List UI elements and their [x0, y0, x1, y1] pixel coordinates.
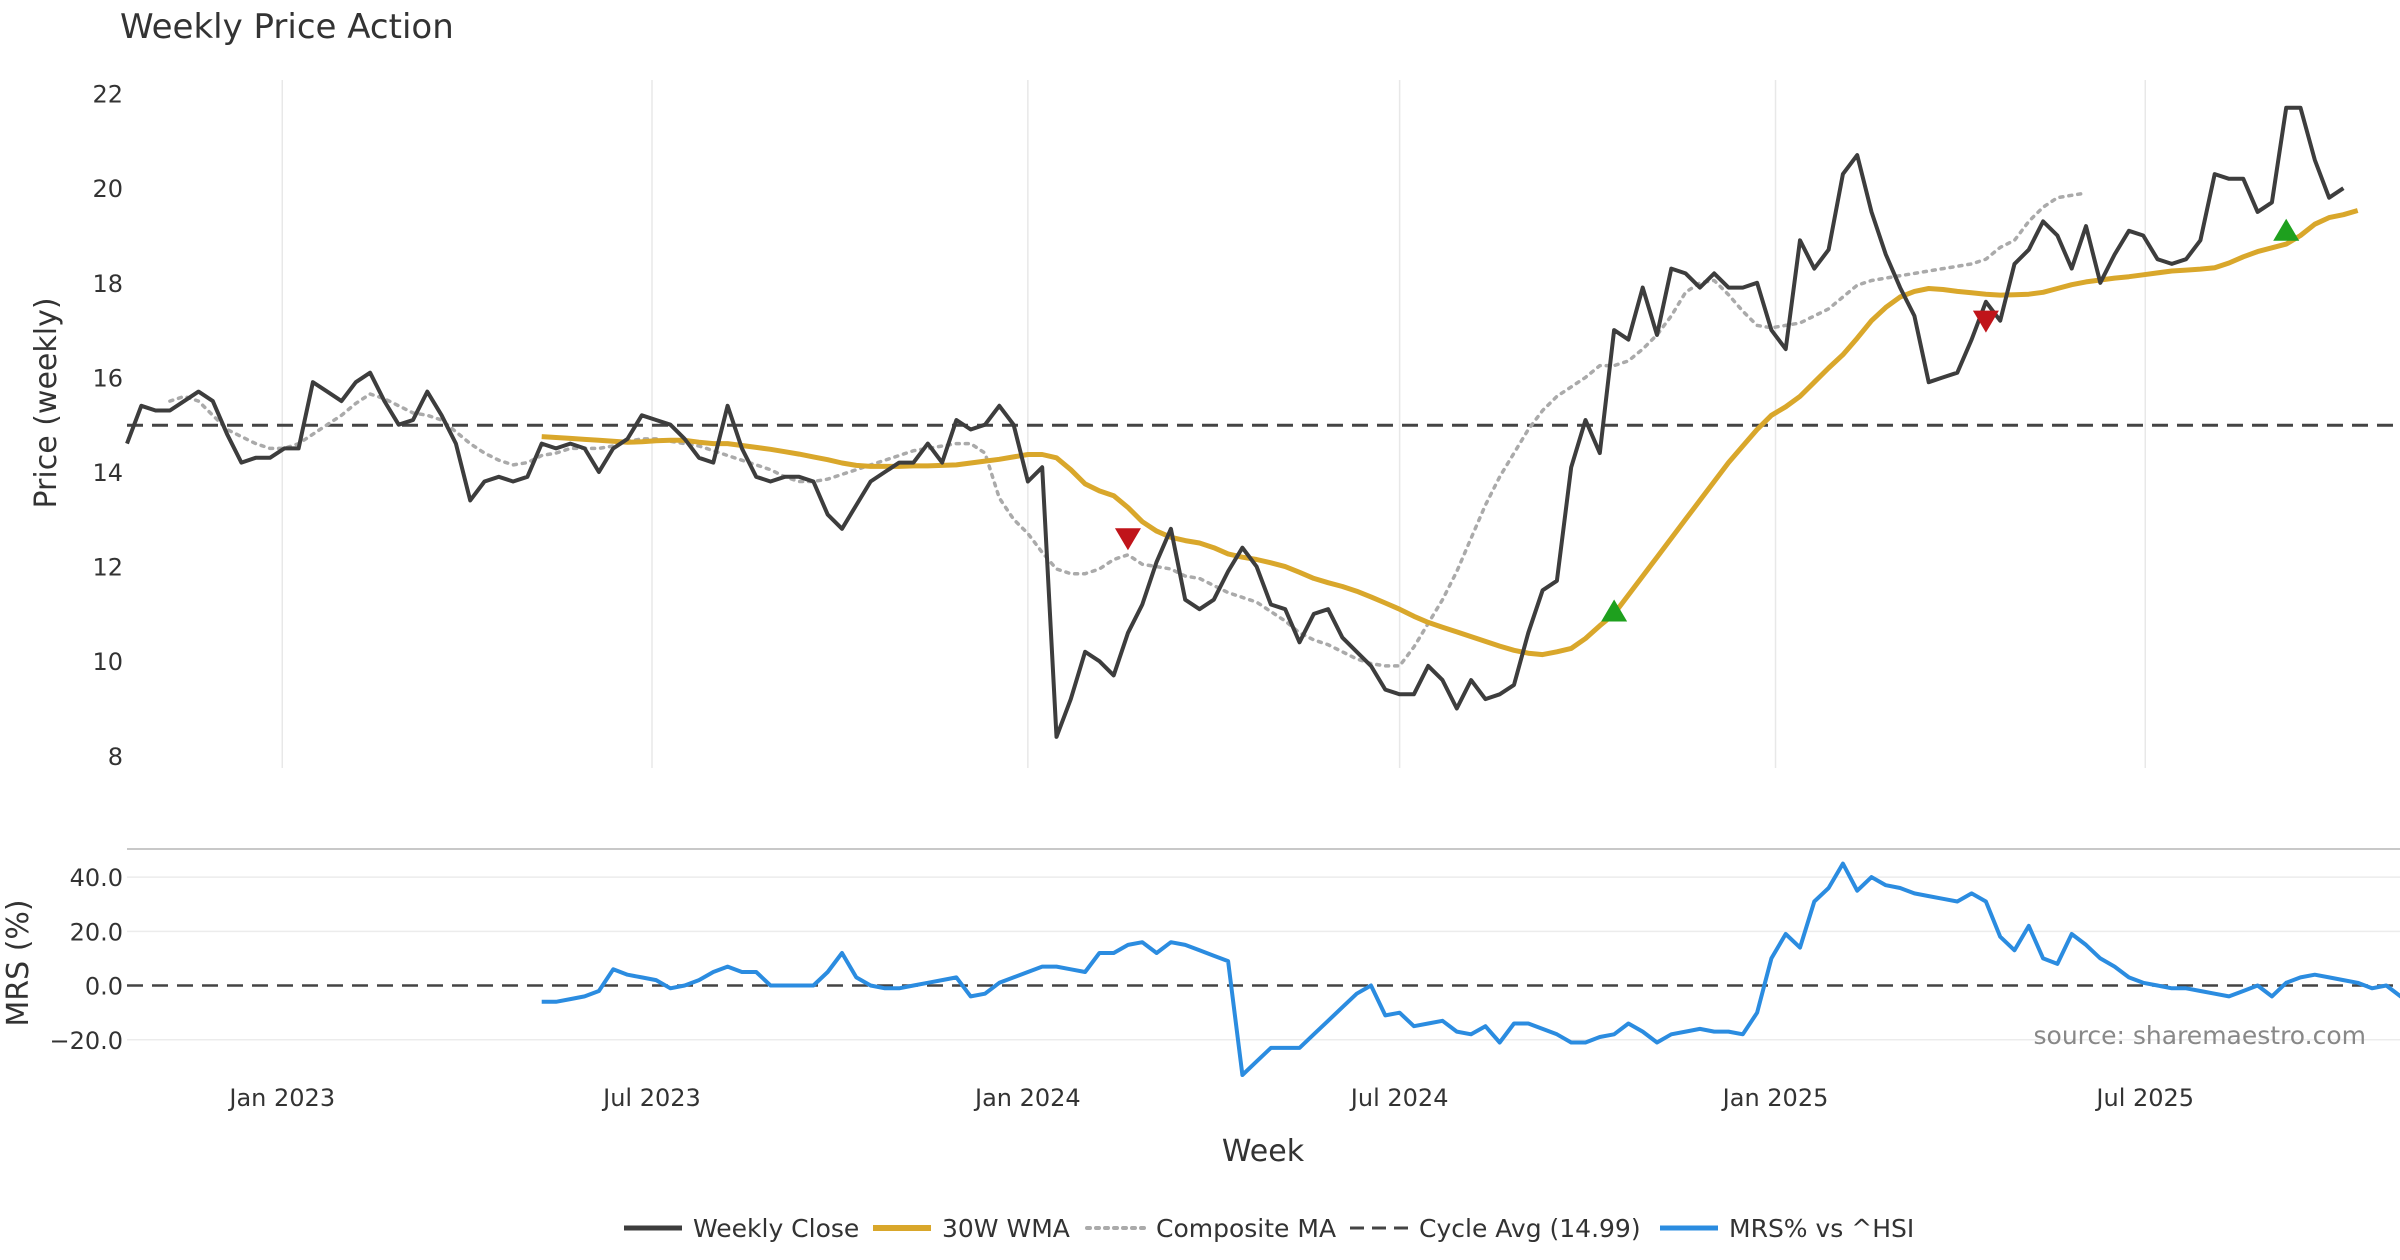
x-ticks: Jan 2023 Jul 2023 Jan 2024 Jul 2024 Jan 2025… [227, 1084, 2194, 1112]
legend-item: MRS% vs ^HSI [1660, 1214, 1914, 1243]
legend-label: MRS% vs ^HSI [1729, 1214, 1914, 1243]
price-y-ticks: 8 10 12 14 16 18 20 22 [92, 81, 123, 771]
price-y-tick: 8 [108, 743, 123, 771]
legend-item: Weekly Close [624, 1214, 859, 1243]
signal-markers [1114, 218, 2300, 622]
price-y-tick: 20 [92, 175, 123, 203]
buy-signal-marker [1601, 599, 1628, 622]
legend-item: Composite MA [1085, 1214, 1336, 1243]
price-y-tick: 18 [92, 270, 123, 298]
x-tick-label: Jul 2025 [2094, 1084, 2194, 1112]
mrs-y-tick: 0.0 [85, 973, 123, 1001]
mrs-y-tick: 20.0 [70, 918, 123, 946]
source-note: source: sharemaestro.com [2034, 1021, 2367, 1050]
legend-label: Cycle Avg (14.99) [1419, 1214, 1641, 1243]
mrs-series [127, 861, 2400, 1077]
x-tick-label: Jan 2023 [227, 1084, 335, 1112]
mrs-grid [127, 876, 2400, 1041]
price-panel: 8 10 12 14 16 18 20 22 Price (weekly) [29, 80, 2400, 771]
mrs-y-ticks: 40.0 20.0 0.0 −20.0 [49, 864, 123, 1055]
x-axis-label: Week [1222, 1134, 1305, 1169]
series-composite-ma [168, 191, 2088, 668]
price-series [125, 105, 2400, 739]
price-y-tick: 16 [92, 364, 123, 392]
x-tick-label: Jul 2024 [1349, 1084, 1449, 1112]
mrs-y-tick: −20.0 [49, 1027, 123, 1055]
mrs-y-axis-label: MRS (%) [1, 899, 36, 1026]
price-y-tick: 10 [92, 648, 123, 676]
x-tick-label: Jan 2024 [973, 1084, 1081, 1112]
x-tick-label: Jan 2025 [1721, 1084, 1829, 1112]
x-tick-label: Jul 2023 [601, 1084, 701, 1112]
price-y-tick: 14 [92, 459, 123, 487]
legend-item: Cycle Avg (14.99) [1350, 1214, 1641, 1243]
sell-signal-marker [1972, 310, 1999, 333]
legend-label: Weekly Close [693, 1214, 859, 1243]
legend-label: 30W WMA [942, 1214, 1070, 1243]
price-y-axis-label: Price (weekly) [29, 297, 64, 508]
mrs-panel: 40.0 20.0 0.0 −20.0 MRS (%) source: sharema… [1, 848, 2400, 1077]
mrs-y-tick: 40.0 [70, 864, 123, 892]
sell-signal-marker [1114, 528, 1141, 551]
legend-item: 30W WMA [873, 1214, 1070, 1243]
series-mrs [541, 861, 2400, 1077]
legend: Weekly Close 30W WMA Composite MA Cycle Avg… [624, 1214, 1914, 1243]
price-y-tick: 12 [92, 554, 123, 582]
chart-title: Weekly Price Action [120, 7, 454, 47]
series-30w-wma [541, 208, 2359, 658]
legend-label: Composite MA [1156, 1214, 1336, 1243]
buy-signal-marker [2273, 218, 2300, 241]
series-weekly-close [125, 105, 2345, 739]
price-y-tick: 22 [92, 81, 123, 109]
